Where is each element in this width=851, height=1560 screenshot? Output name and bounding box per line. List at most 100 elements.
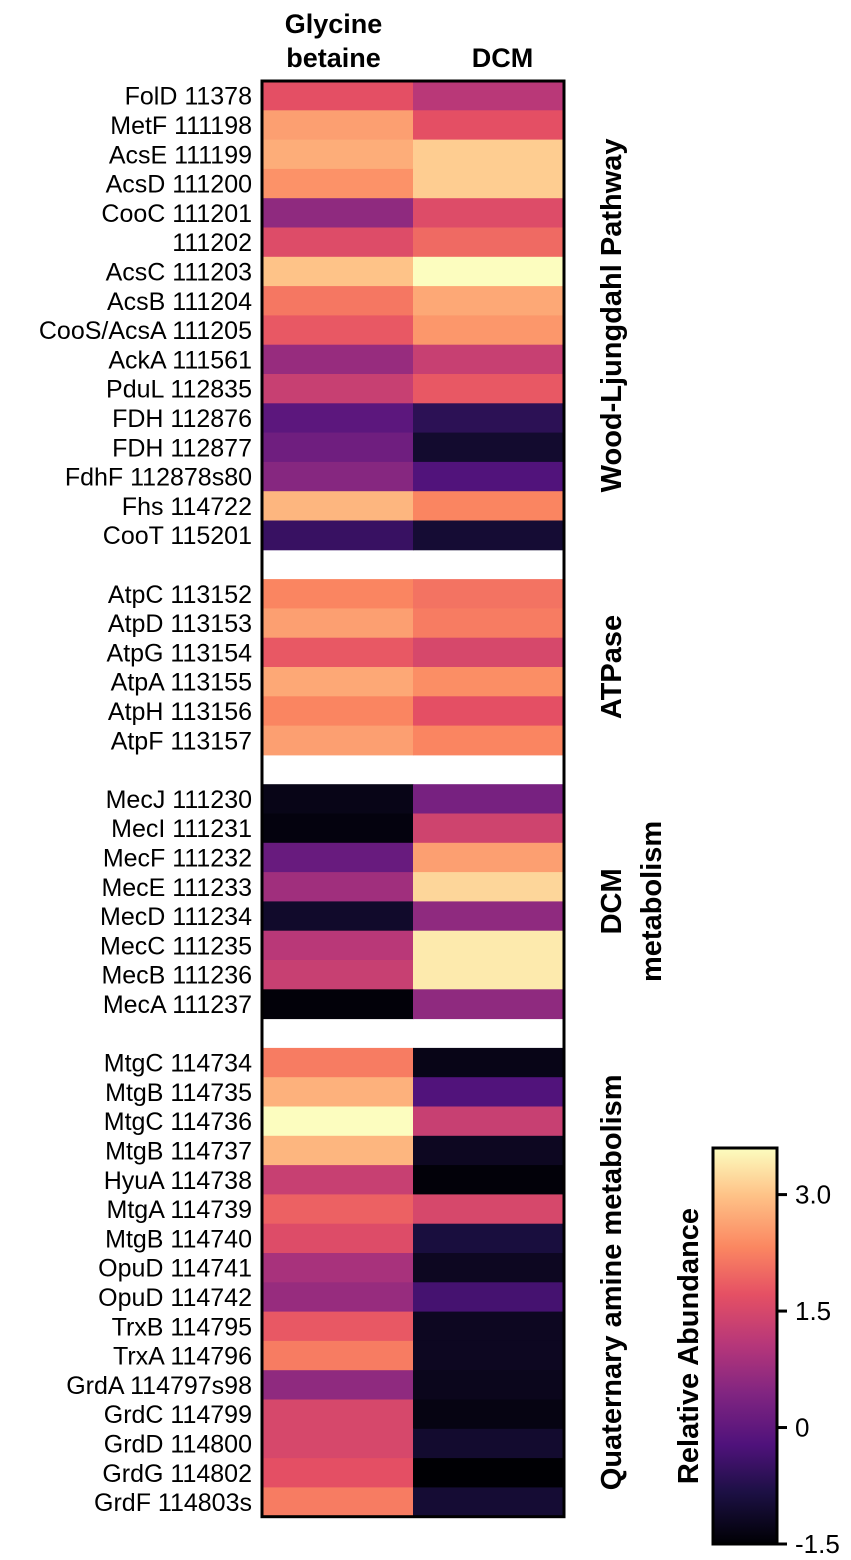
- row-label: GrdG 114802: [102, 1460, 252, 1488]
- heatmap-cell: [413, 901, 565, 932]
- row-label: CooS/AcsA 111205: [39, 317, 252, 345]
- row-label: AtpC 113152: [108, 581, 252, 609]
- colorbar: -1.5 0 1.5 3.0 Relative Abundance: [673, 1146, 840, 1559]
- heatmap-cell: [262, 579, 414, 609]
- heatmap-cell: [413, 696, 565, 727]
- heatmap-cell: [413, 1340, 565, 1371]
- heatmap-cell: [413, 637, 565, 668]
- heatmap-cell: [262, 637, 414, 668]
- row-label: GrdD 114800: [104, 1430, 252, 1458]
- row-label: MecI 111231: [111, 815, 252, 843]
- heatmap-cell: [262, 784, 414, 814]
- row-label: AckA 111561: [108, 346, 252, 374]
- heatmap-cell: [413, 227, 565, 258]
- heatmap-cell: [413, 1077, 565, 1107]
- heatmap-cell: [413, 842, 565, 873]
- heatmap-cell: [413, 1106, 565, 1137]
- row-label: MtgC 114736: [104, 1108, 252, 1136]
- heatmap-cell: [262, 81, 414, 111]
- heatmap-cell: [262, 901, 414, 932]
- heatmap-cell: [413, 608, 565, 639]
- heatmap-cell: [413, 344, 565, 375]
- colorbar-tick-label: 3.0: [795, 1180, 831, 1210]
- heatmap-cell: [262, 1487, 414, 1518]
- heatmap-cell: [262, 989, 414, 1020]
- heatmap-cell: [262, 696, 414, 727]
- heatmap-cell: [262, 813, 414, 844]
- heatmap-cell: [413, 1047, 565, 1078]
- heatmap-cell: [413, 403, 565, 434]
- row-label: FDH 112877: [112, 434, 252, 462]
- column-header-2-line-1: DCM: [472, 43, 534, 73]
- row-label: AtpA 113155: [111, 669, 252, 697]
- row-label: TrxA 114796: [113, 1343, 252, 1371]
- heatmap-cell: [413, 1194, 565, 1225]
- heatmap-cells: [260, 79, 566, 1519]
- heatmap-cell: [262, 520, 414, 551]
- heatmap-cell: [413, 989, 565, 1020]
- heatmap-cell: [262, 1311, 414, 1342]
- heatmap-cell: [262, 139, 414, 170]
- heatmap-cell: [262, 1428, 414, 1459]
- heatmap-cell: [413, 168, 565, 199]
- row-label: MtgA 114739: [107, 1196, 252, 1224]
- heatmap-cell: [413, 1282, 565, 1313]
- column-headers: Glycine betaine DCM: [285, 9, 534, 73]
- row-label: AtpF 113157: [111, 727, 252, 755]
- heatmap-cell: [413, 374, 565, 404]
- heatmap-cell: [262, 286, 414, 316]
- heatmap-cell: [413, 315, 565, 346]
- heatmap-cell: [413, 960, 565, 990]
- heatmap-cell: [262, 315, 414, 346]
- row-label: AtpD 113153: [108, 610, 252, 638]
- heatmap-cell: [262, 1370, 414, 1400]
- heatmap-cell: [262, 1223, 414, 1254]
- group-label: Quaternary amine metabolism: [596, 1074, 628, 1490]
- heatmap-cell: [413, 667, 565, 697]
- heatmap-cell: [413, 1370, 565, 1400]
- heatmap-cell: [262, 1047, 414, 1078]
- heatmap-cell: [413, 1223, 565, 1254]
- row-label: MecD 111234: [100, 903, 252, 931]
- row-label: AtpG 113154: [107, 639, 253, 667]
- row-label: AcsD 111200: [106, 171, 252, 199]
- heatmap-cell: [262, 1458, 414, 1488]
- colorbar-tick-label: 1.5: [795, 1296, 831, 1326]
- row-label: MecA 111237: [103, 991, 252, 1019]
- heatmap-cell: [413, 1253, 565, 1283]
- row-label: GrdC 114799: [104, 1401, 252, 1429]
- heatmap-cell: [262, 198, 414, 228]
- heatmap-cell: [413, 1458, 565, 1488]
- heatmap-cell: [413, 725, 565, 756]
- heatmap-cell: [262, 491, 414, 521]
- heatmap-cell: [413, 286, 565, 316]
- row-label: MtgB 114737: [105, 1137, 252, 1165]
- row-label: GrdA 114797s98: [66, 1372, 252, 1400]
- row-label: MetF 111198: [110, 112, 252, 140]
- heatmap-cell: [262, 1399, 414, 1430]
- group-label: ATPase: [596, 615, 628, 719]
- row-label: MtgB 114740: [105, 1225, 252, 1253]
- row-label: FDH 112876: [112, 405, 252, 433]
- heatmap-cell: [413, 256, 565, 287]
- row-label: MecC 111235: [100, 932, 252, 960]
- row-label: OpuD 114741: [98, 1255, 252, 1283]
- heatmap-cell: [262, 432, 414, 463]
- heatmap-cell: [262, 667, 414, 697]
- heatmap-cell: [413, 110, 565, 141]
- row-label: TrxB 114795: [112, 1313, 252, 1341]
- heatmap-cell: [413, 461, 565, 492]
- heatmap-cell: [413, 198, 565, 228]
- group-label: metabolism: [636, 821, 668, 982]
- heatmap-cell: [413, 930, 565, 961]
- heatmap-cell: [262, 1253, 414, 1283]
- heatmap-cell: [262, 461, 414, 492]
- heatmap-cell: [262, 1077, 414, 1107]
- heatmap-cell: [413, 579, 565, 609]
- heatmap-cell: [413, 139, 565, 170]
- colorbar-title: Relative Abundance: [673, 1208, 705, 1484]
- row-label: AcsE 111199: [109, 141, 252, 169]
- heatmap-cell: [262, 842, 414, 873]
